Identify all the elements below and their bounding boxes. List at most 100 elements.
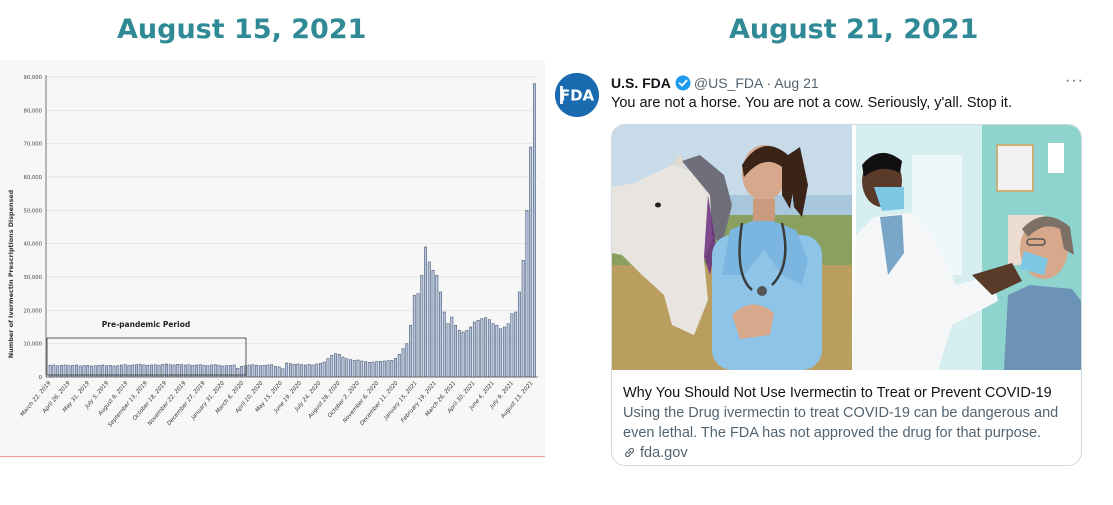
- fda-tweet[interactable]: FDA U.S. FDA @US_FDA · Aug 21 ··· You are…: [552, 62, 1100, 466]
- chart-bar: [375, 361, 379, 378]
- chart-bar: [521, 260, 525, 378]
- card-image[interactable]: [612, 125, 1081, 370]
- chart-bar: [442, 311, 446, 378]
- card-domain[interactable]: fda.gov: [623, 443, 1073, 463]
- chart-bar: [277, 366, 281, 378]
- chart-bar: [420, 275, 424, 378]
- chart-bar: [273, 366, 277, 378]
- card-text: Why You Should Not Use Ivermectin to Tre…: [623, 383, 1073, 463]
- chart-bar: [303, 364, 307, 378]
- chart-bar: [491, 323, 495, 378]
- chart-bar: [390, 360, 394, 378]
- chart-bar: [307, 364, 311, 378]
- chart-bar: [288, 363, 292, 378]
- tweet-handle[interactable]: @US_FDA: [693, 75, 763, 91]
- chart-bar: [236, 368, 240, 378]
- chart-bar: [311, 364, 315, 378]
- left-heading: August 15, 2021: [117, 14, 367, 45]
- chart-bar: [397, 354, 401, 378]
- x-tick-label: February 19, 2021: [400, 380, 438, 424]
- horse-and-doctor-photo: [612, 125, 1081, 370]
- chart-bar: [315, 363, 319, 378]
- chart-bar: [247, 364, 251, 378]
- chart-bar: [532, 83, 536, 378]
- chart-bar: [506, 323, 510, 378]
- chart-bar: [382, 360, 386, 378]
- chart-bar: [341, 356, 345, 378]
- fda-logo-icon: FDA: [555, 73, 599, 117]
- x-tick-label: November 6, 2020: [342, 380, 380, 424]
- chart-bar: [281, 368, 285, 378]
- y-tick-label: 90,000: [23, 75, 42, 81]
- chart-bar: [262, 365, 266, 378]
- card-domain-text: fda.gov: [640, 445, 688, 461]
- chart-bar: [427, 261, 431, 378]
- pre-pandemic-label: Pre-pandemic Period: [102, 320, 190, 329]
- chart-bar: [322, 361, 326, 378]
- chart-bar: [409, 325, 412, 378]
- chart-bar: [352, 360, 356, 378]
- chart-bar: [510, 313, 514, 378]
- tweet-text: You are not a horse. You are not a cow. …: [611, 95, 1012, 111]
- chart-bar: [251, 364, 255, 378]
- y-tick-label: 40,000: [23, 242, 42, 248]
- x-tick-label: October 18, 2019: [132, 380, 168, 422]
- tweet-date[interactable]: Aug 21: [774, 75, 819, 91]
- chart-bar: [300, 364, 304, 378]
- y-tick-label: 20,000: [23, 308, 42, 314]
- chart-bar: [337, 354, 341, 378]
- chart-bar: [514, 311, 518, 378]
- chart-bar: [292, 364, 296, 378]
- chart-bar: [502, 326, 506, 378]
- chart-bar: [266, 364, 270, 378]
- chart-bar: [258, 365, 262, 378]
- chart-bar: [356, 359, 360, 378]
- chart-bar: [465, 330, 469, 378]
- chart-bar: [525, 210, 529, 378]
- tweet-author-name[interactable]: U.S. FDA: [611, 75, 671, 91]
- chart-bar: [469, 326, 473, 378]
- chart-bar: [480, 318, 484, 378]
- chart-bar: [439, 291, 443, 378]
- chart-bar: [360, 360, 364, 378]
- card-title[interactable]: Why You Should Not Use Ivermectin to Tre…: [623, 385, 1052, 401]
- chart-bar: [296, 363, 300, 378]
- chart-bar: [484, 317, 488, 378]
- chart-bar: [405, 343, 409, 378]
- chart-bar: [446, 323, 450, 378]
- chart-bar: [424, 246, 427, 378]
- chart-bar: [334, 353, 337, 378]
- y-tick-label: 0: [39, 375, 43, 381]
- tweet-separator: ·: [766, 75, 772, 91]
- ivermectin-chart: 0 10,000 20,000 30,000 40,000 50,000 60,000 70,…: [0, 60, 545, 458]
- chart-bar: [270, 364, 274, 378]
- chart-bar: [476, 320, 480, 378]
- chart-bar: [367, 362, 371, 378]
- chart-bar: [457, 330, 461, 378]
- chart-bar: [472, 321, 476, 378]
- chart-svg: 0 10,000 20,000 30,000 40,000 50,000 60,000 70,…: [7, 75, 538, 428]
- y-tick-label: 50,000: [23, 208, 42, 214]
- chart-bar: [517, 291, 521, 378]
- chart-bar: [450, 316, 454, 378]
- link-card[interactable]: Why You Should Not Use Ivermectin to Tre…: [611, 124, 1082, 466]
- chart-bar: [416, 293, 420, 378]
- avatar-text: FDA: [560, 87, 595, 105]
- fda-avatar[interactable]: FDA: [555, 73, 599, 117]
- chart-bar: [386, 360, 390, 378]
- more-options-button[interactable]: ···: [1065, 72, 1084, 89]
- right-heading: August 21, 2021: [729, 14, 979, 45]
- chart-bar: [349, 359, 352, 378]
- chart-bar: [401, 348, 405, 378]
- x-tick-label: January 31, 2020: [190, 380, 226, 422]
- chart-bar: [319, 363, 322, 378]
- chart-bar: [371, 361, 375, 378]
- y-tick-label: 70,000: [23, 142, 42, 148]
- tweet-header: U.S. FDA @US_FDA · Aug 21: [611, 75, 819, 91]
- chart-bar: [495, 325, 499, 378]
- chart-bar: [345, 358, 349, 378]
- chart-bar: [431, 270, 435, 378]
- y-tick-label: 80,000: [23, 108, 42, 114]
- chart-bar: [529, 146, 533, 378]
- chart-bar: [394, 358, 397, 378]
